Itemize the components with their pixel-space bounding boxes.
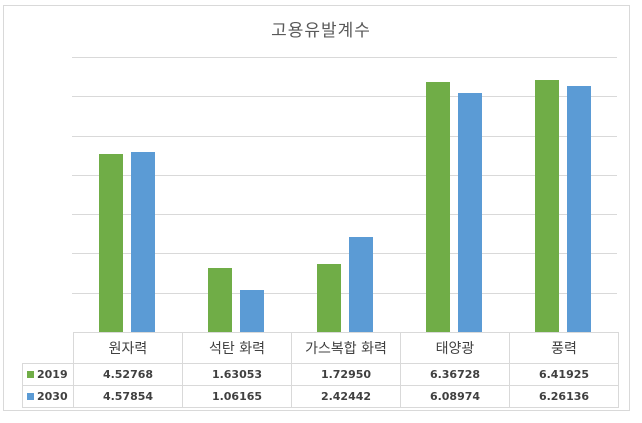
table-cell: 4.52768: [73, 363, 183, 386]
gridline: [72, 292, 617, 294]
table-cell: 2.42442: [291, 385, 401, 408]
bar-2030: [130, 152, 155, 332]
gridline: [72, 96, 617, 98]
table-cell: 6.26136: [509, 385, 619, 408]
bar-2019: [316, 264, 341, 332]
legend-2019: 2019: [22, 363, 74, 386]
bar-2030: [566, 86, 591, 332]
data-table: 원자력 석탄 화력 가스복합 화력 태양광 풍력 2019 4.52768 1.…: [22, 332, 619, 408]
chart-title: 고용유발계수: [271, 21, 371, 41]
legend-label: 2019: [37, 368, 68, 381]
gridline: [72, 174, 617, 176]
legend-swatch-green: [27, 370, 34, 378]
table-cell: 6.36728: [400, 363, 510, 386]
table-cell: 6.08974: [400, 385, 510, 408]
table-row: 2019 4.52768 1.63053 1.72950 6.36728 6.4…: [22, 363, 619, 386]
table-cell: 1.72950: [291, 363, 401, 386]
table-cell: 4.57854: [73, 385, 183, 408]
table-row: 2030 4.57854 1.06165 2.42442 6.08974 6.2…: [22, 385, 619, 408]
plot-area: [72, 57, 617, 332]
gridline: [72, 253, 617, 255]
bar-2019: [98, 154, 123, 332]
bar-2019: [534, 79, 559, 332]
gridline: [72, 214, 617, 216]
bar-2019: [207, 267, 232, 332]
category-header: 원자력: [73, 332, 183, 364]
bar-2030: [239, 290, 264, 332]
gridline: [72, 135, 617, 137]
category-header: 가스복합 화력: [291, 332, 401, 364]
legend-label: 2030: [37, 390, 68, 403]
category-header: 석탄 화력: [182, 332, 292, 364]
category-header: 태양광: [400, 332, 510, 364]
table-cell: 1.06165: [182, 385, 292, 408]
category-header: 풍력: [509, 332, 619, 364]
table-cell: 1.63053: [182, 363, 292, 386]
gridline: [72, 57, 617, 58]
bar-2030: [457, 92, 482, 332]
table-corner: [22, 332, 74, 364]
legend-swatch-blue: [27, 392, 34, 400]
bar-2030: [348, 236, 373, 332]
legend-2030: 2030: [22, 385, 74, 408]
table-header-row: 원자력 석탄 화력 가스복합 화력 태양광 풍력: [22, 332, 619, 364]
bar-2019: [425, 81, 450, 332]
table-cell: 6.41925: [509, 363, 619, 386]
